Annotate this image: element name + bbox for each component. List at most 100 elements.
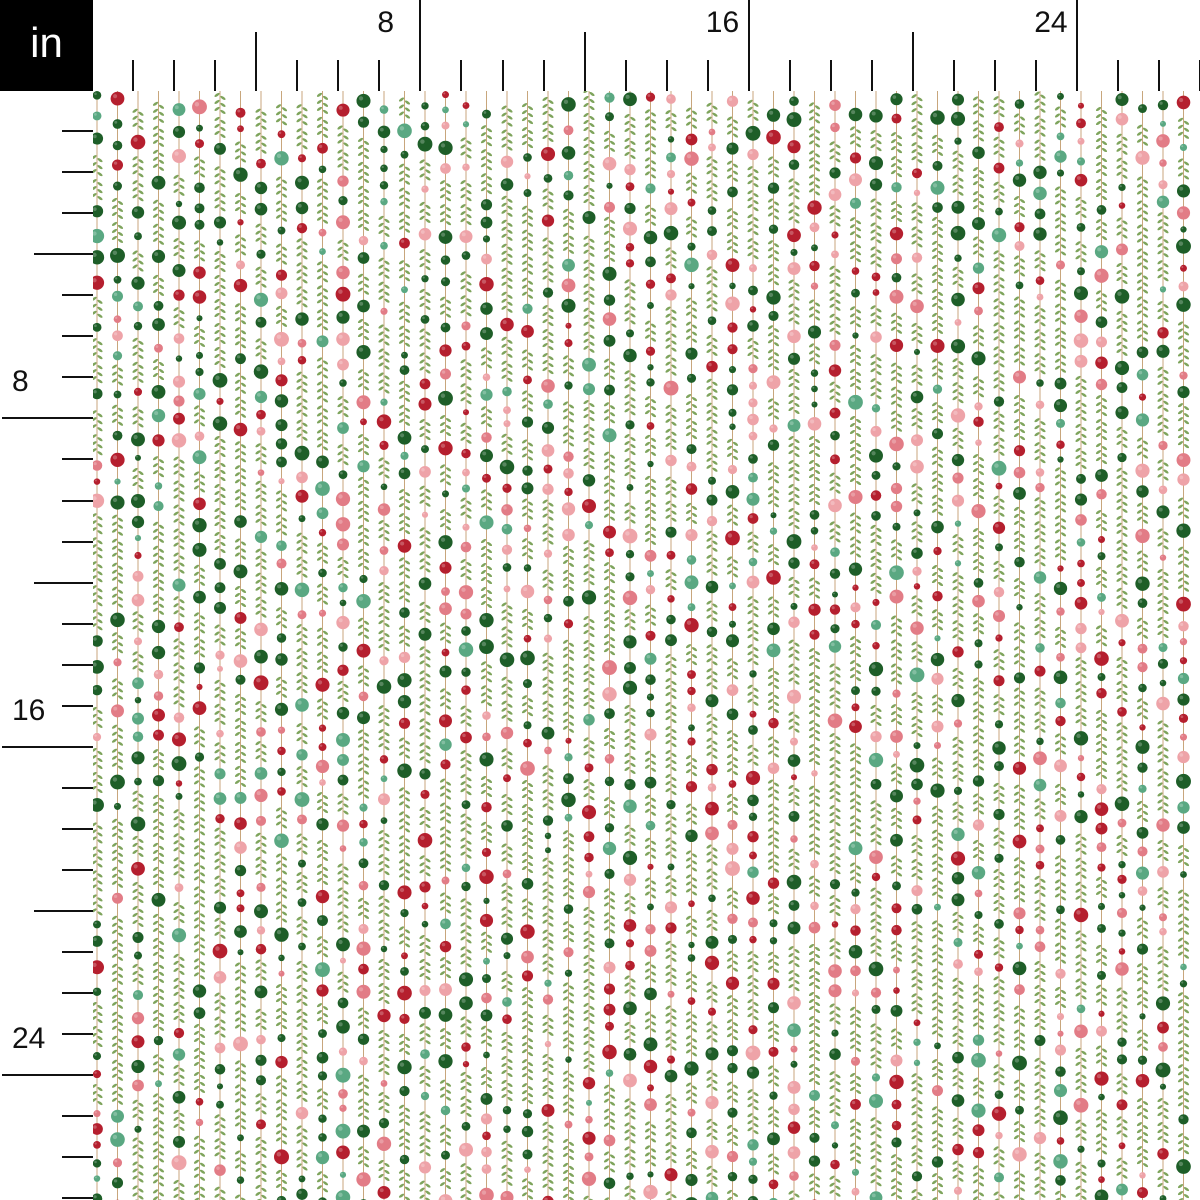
leaf	[603, 600, 610, 605]
leaf	[445, 1045, 452, 1050]
leaf	[296, 998, 302, 1003]
leaf	[460, 1071, 466, 1076]
leaf	[275, 305, 282, 310]
leaf	[214, 466, 220, 472]
leaf	[404, 876, 411, 881]
leaf	[357, 319, 364, 324]
bead-highlight	[235, 1039, 241, 1044]
leaf	[425, 728, 431, 733]
bead	[339, 1104, 347, 1112]
leaf	[158, 1002, 165, 1007]
leaf	[275, 319, 282, 324]
leaf	[93, 901, 97, 906]
bead	[173, 1027, 185, 1039]
leaf	[173, 1071, 179, 1076]
leaf	[302, 658, 308, 663]
bead	[421, 511, 429, 518]
bead	[483, 957, 490, 965]
bead-highlight	[379, 1188, 384, 1193]
leaf	[111, 731, 118, 736]
leaf	[220, 837, 226, 842]
bead	[213, 216, 227, 229]
leaf	[117, 589, 124, 594]
leaf	[138, 470, 144, 476]
leaf	[609, 478, 616, 483]
bead-highlight	[523, 484, 528, 489]
leaf	[111, 593, 118, 598]
leaf	[521, 793, 528, 799]
leaf	[302, 882, 308, 887]
leaf	[507, 899, 513, 904]
leaf	[302, 549, 308, 554]
leaf	[357, 767, 364, 772]
bead-highlight	[399, 126, 405, 131]
bead	[296, 222, 308, 234]
bead	[338, 1047, 348, 1056]
bead-highlight	[174, 758, 179, 764]
leaf	[111, 204, 118, 209]
leaf	[214, 130, 220, 135]
leaf	[562, 415, 569, 420]
bead-highlight	[215, 794, 220, 799]
bead	[357, 116, 370, 128]
leaf	[302, 769, 308, 774]
bead	[418, 227, 432, 241]
leaf	[132, 658, 138, 663]
leaf	[220, 1002, 226, 1007]
bead	[214, 601, 226, 614]
bead-highlight	[358, 944, 364, 949]
leaf	[562, 432, 569, 437]
bead	[397, 123, 412, 139]
leaf	[281, 531, 288, 536]
leaf	[275, 1113, 282, 1118]
leaf	[214, 1145, 220, 1150]
leaf	[240, 602, 247, 607]
leaf	[527, 820, 534, 826]
leaf	[609, 579, 616, 584]
leaf	[138, 980, 144, 985]
leaf	[568, 211, 575, 216]
bead-highlight	[216, 144, 220, 149]
leaf	[589, 139, 595, 145]
leaf	[527, 508, 534, 513]
leaf	[521, 841, 528, 847]
leaf	[445, 967, 452, 972]
leaf	[296, 111, 302, 116]
leaf	[322, 1105, 329, 1110]
bead	[294, 582, 310, 598]
leaf	[548, 1179, 554, 1184]
leaf	[179, 555, 185, 560]
leaf	[296, 780, 302, 785]
leaf	[281, 894, 288, 899]
bead	[192, 701, 207, 716]
bead-highlight	[338, 939, 343, 945]
bead	[93, 1141, 101, 1149]
leaf	[152, 992, 159, 997]
leaf	[398, 1040, 405, 1045]
leaf	[173, 463, 179, 468]
bead-highlight	[606, 549, 610, 553]
leaf	[583, 654, 589, 659]
bead-highlight	[339, 776, 343, 780]
leaf	[419, 166, 425, 171]
bead-highlight	[112, 1134, 118, 1140]
leaf	[117, 231, 124, 236]
leaf	[439, 471, 446, 476]
leaf	[589, 348, 595, 353]
leaf	[275, 118, 282, 123]
leaf	[111, 371, 118, 376]
leaf	[466, 305, 472, 310]
leaf	[179, 919, 185, 924]
leaf	[425, 1128, 431, 1133]
bead	[462, 409, 470, 416]
leaf	[281, 524, 288, 529]
leaf	[220, 1196, 226, 1200]
bead-highlight	[381, 484, 384, 487]
leaf	[460, 898, 466, 903]
bead-highlight	[113, 894, 118, 899]
leaf	[501, 195, 507, 200]
leaf	[337, 570, 343, 576]
leaf	[296, 142, 302, 147]
leaf	[357, 624, 364, 629]
leaf	[132, 797, 138, 802]
